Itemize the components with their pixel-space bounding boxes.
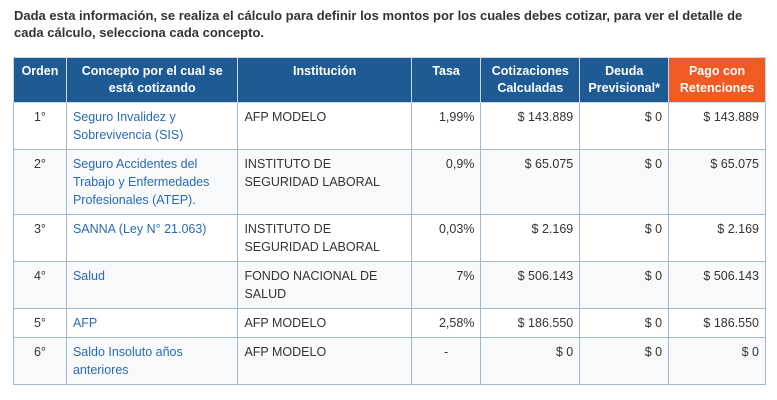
cell-orden: 1° [13,102,67,150]
cell-institucion: AFP MODELO [237,337,412,385]
cell-institucion: INSTITUTO DE SEGURIDAD LABORAL [237,149,412,215]
concepto-link[interactable]: Seguro Invalidez y Sobrevivencia (SIS) [65,102,239,150]
concepto-link[interactable]: Saldo Insoluto años anteriores [65,337,239,385]
table-row: 3° SANNA (Ley N° 21.063) INSTITUTO DE SE… [13,214,766,262]
concepto-link[interactable]: SANNA (Ley N° 21.063) [65,214,239,262]
cell-pago: $ 2.169 [668,214,766,262]
cell-pago: $ 143.889 [668,102,766,150]
cell-orden: 6° [13,337,67,385]
header-orden: Orden [13,57,67,103]
cell-cotizaciones: $ 506.143 [480,261,581,309]
cell-tasa: 7% [410,261,482,309]
concepto-link[interactable]: AFP [65,308,239,338]
table-row: 6° Saldo Insoluto años anteriores AFP MO… [13,337,766,385]
cell-institucion: FONDO NACIONAL DE SALUD [237,261,412,309]
cell-deuda: $ 0 [579,102,670,150]
cell-institucion: AFP MODELO [237,102,412,150]
cell-deuda: $ 0 [579,337,670,385]
table-row: 1° Seguro Invalidez y Sobrevivencia (SIS… [13,102,766,150]
table-row: 2° Seguro Accidentes del Trabajo y Enfer… [13,149,766,215]
intro-text: Dada esta información, se realiza el cál… [14,8,743,40]
table-header-row: Orden Concepto por el cual se está cotiz… [13,57,766,103]
cell-pago: $ 506.143 [668,261,766,309]
cotizacion-table: Orden Concepto por el cual se está cotiz… [13,57,766,385]
cell-tasa: 0,03% [410,214,482,262]
cell-cotizaciones: $ 143.889 [480,102,581,150]
cell-deuda: $ 0 [579,308,670,338]
cell-tasa: 1,99% [410,102,482,150]
cell-pago: $ 186.550 [668,308,766,338]
cell-deuda: $ 0 [579,261,670,309]
concepto-link[interactable]: Seguro Accidentes del Trabajo y Enfermed… [65,149,239,215]
cell-tasa: 0,9% [410,149,482,215]
cell-institucion: AFP MODELO [237,308,412,338]
cell-deuda: $ 0 [579,149,670,215]
concepto-link[interactable]: Salud [65,261,239,309]
cell-orden: 2° [13,149,67,215]
cell-cotizaciones: $ 2.169 [480,214,581,262]
header-cotizaciones: Cotizaciones Calculadas [480,57,581,103]
header-institucion: Institución [237,57,412,103]
cell-cotizaciones: $ 65.075 [480,149,581,215]
header-deuda: Deuda Previsional* [579,57,670,103]
table-row: 4° Salud FONDO NACIONAL DE SALUD 7% $ 50… [13,261,766,309]
header-pago: Pago con Retenciones [668,57,766,103]
cell-orden: 3° [13,214,67,262]
cell-deuda: $ 0 [579,214,670,262]
cell-pago: $ 0 [668,337,766,385]
cell-institucion: INSTITUTO DE SEGURIDAD LABORAL [237,214,412,262]
cell-tasa: 2,58% [410,308,482,338]
header-concepto: Concepto por el cual se está cotizando [65,57,239,103]
cell-pago: $ 65.075 [668,149,766,215]
table-row: 5° AFP AFP MODELO 2,58% $ 186.550 $ 0 $ … [13,308,766,338]
cell-orden: 5° [13,308,67,338]
cell-cotizaciones: $ 0 [480,337,581,385]
cell-cotizaciones: $ 186.550 [480,308,581,338]
header-tasa: Tasa [410,57,482,103]
cell-orden: 4° [13,261,67,309]
cell-tasa: - [410,337,482,385]
